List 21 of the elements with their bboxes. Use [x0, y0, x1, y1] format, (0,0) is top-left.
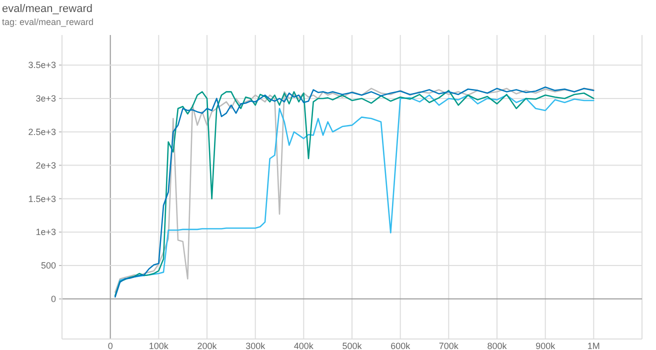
y-tick-label: 1e+3: [36, 227, 56, 238]
x-tick-label: 700k: [438, 341, 459, 350]
y-tick-label: 3.5e+3: [28, 60, 56, 70]
x-tick-label: 500k: [342, 341, 362, 350]
y-tick-label: 2.5e+3: [28, 127, 56, 138]
y-tick-label: 0: [50, 294, 56, 304]
y-tick-label: 1.5e+3: [28, 194, 56, 204]
x-tick-label: 200k: [197, 341, 218, 350]
y-tick-label: 500: [40, 260, 56, 271]
x-tick-label: 1M: [587, 341, 600, 350]
x-tick-label: 0: [108, 341, 113, 350]
x-tick-label: 900k: [536, 341, 556, 350]
chart-title: eval/mean_reward: [2, 3, 92, 15]
y-tick-label: 3e+3: [36, 94, 56, 104]
x-tick-label: 800k: [487, 341, 508, 350]
y-tick-label: 2e+3: [36, 160, 56, 170]
chart-subtitle: tag: eval/mean_reward: [2, 17, 94, 27]
x-tick-label: 100k: [148, 341, 169, 350]
x-tick-label: 300k: [246, 341, 266, 350]
x-tick-label: 600k: [390, 341, 411, 350]
x-tick-label: 400k: [294, 341, 314, 350]
